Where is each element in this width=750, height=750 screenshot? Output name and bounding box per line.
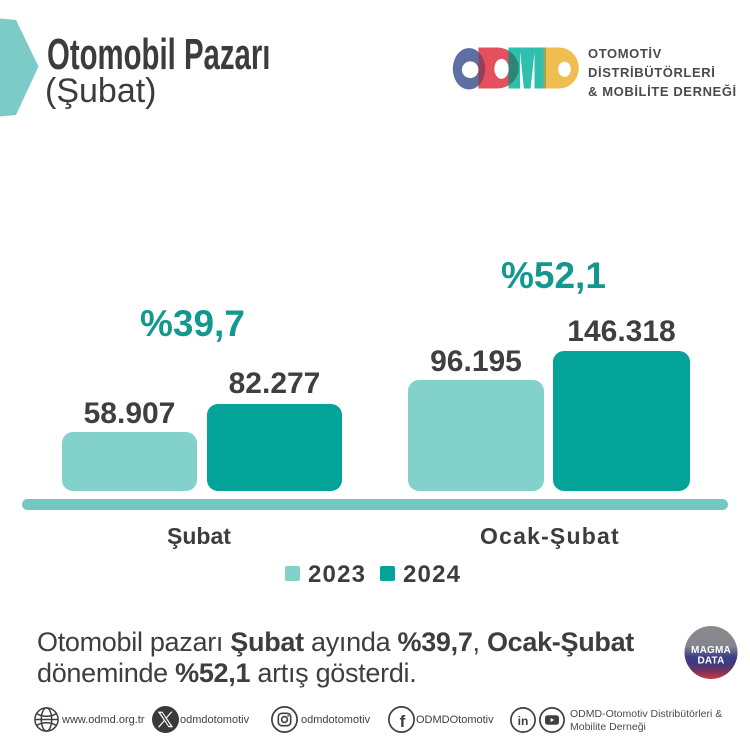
svg-text:& MOBİLİTE DERNEĞİ: & MOBİLİTE DERNEĞİ (588, 84, 737, 99)
svg-text:OTOMOTİV: OTOMOTİV (588, 46, 662, 61)
svg-text:MAGMA: MAGMA (691, 645, 731, 656)
svg-text:DİSTRİBÜTÖRLERİ: DİSTRİBÜTÖRLERİ (588, 65, 715, 80)
svg-text:DATA: DATA (697, 656, 724, 667)
svg-text:f: f (400, 712, 406, 731)
svg-text:in: in (518, 714, 529, 728)
